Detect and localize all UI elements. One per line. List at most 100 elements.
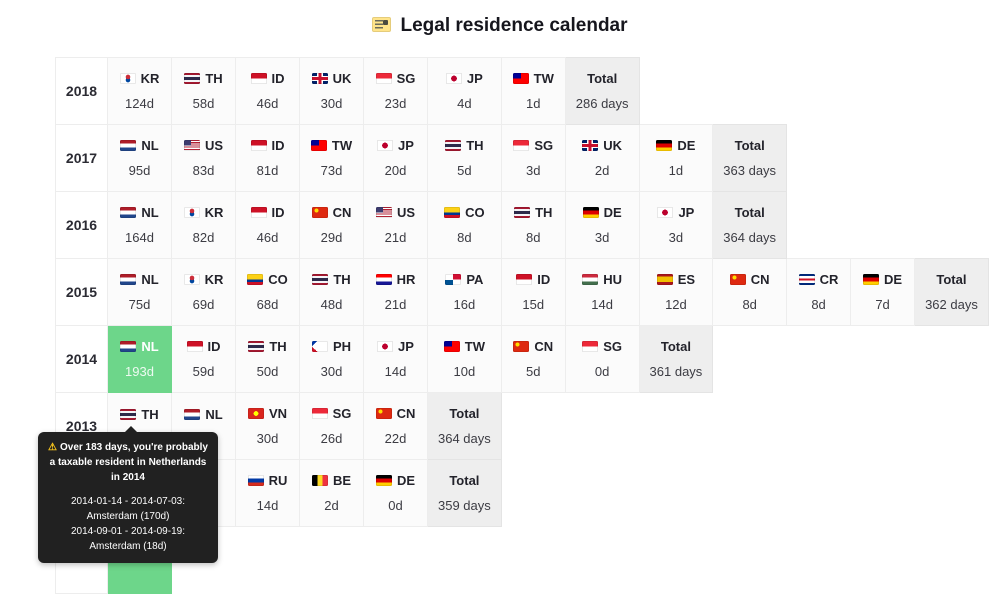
country-cell-uk[interactable]: UK 30d — [299, 57, 364, 125]
country-cell-id[interactable]: ID 46d — [235, 57, 300, 125]
country-cell-cn[interactable]: CN 5d — [500, 325, 566, 393]
country-days: 8d — [526, 230, 541, 245]
country-cell-vn[interactable]: VN 30d — [235, 392, 300, 460]
country-code: NL — [141, 272, 159, 287]
country-cell-co[interactable]: CO 68d — [235, 258, 300, 326]
country-cell-de[interactable]: DE 7d — [850, 258, 916, 326]
country-cell-us[interactable]: US 21d — [363, 191, 428, 259]
country-cell-cn[interactable]: CN 8d — [712, 258, 788, 326]
country-days: 14d — [384, 364, 407, 379]
flag-ph-icon — [311, 341, 328, 352]
country-cell-sg[interactable]: SG 3d — [500, 124, 566, 192]
country-cell-th[interactable]: TH 5d — [427, 124, 502, 192]
country-code: PH — [332, 339, 352, 354]
country-cell-sg[interactable]: SG 23d — [363, 57, 428, 125]
country-code-line: ID — [244, 71, 291, 86]
country-cell-jp[interactable]: JP 3d — [638, 191, 714, 259]
country-cell-cn[interactable]: CN 29d — [299, 191, 364, 259]
country-cell-ru[interactable]: RU 14d — [235, 459, 300, 527]
flag-id-icon — [250, 140, 267, 151]
country-cell-sg[interactable]: SG 0d — [564, 325, 640, 393]
table-row: 2015 NL 75d KR 69d CO 68d TH 48d HR 21d PA 16d ID 15d H… — [55, 258, 989, 326]
country-cell-be[interactable]: BE 2d — [299, 459, 364, 527]
country-cell-tw[interactable]: TW 73d — [299, 124, 364, 192]
country-cell-sg[interactable]: SG 26d — [299, 392, 364, 460]
table-row: 2014 NL 193d ID 59d TH 50d PH 30d JP 14d TW 10d CN 5d S… — [55, 325, 989, 393]
country-cell-cr[interactable]: CR 8d — [786, 258, 852, 326]
flag-co-icon — [444, 207, 461, 218]
country-cell-id[interactable]: ID 46d — [235, 191, 300, 259]
country-code-line: BE — [308, 473, 355, 488]
flag-th-icon — [312, 274, 329, 285]
flag-jp-icon — [377, 341, 394, 352]
country-cell-pa[interactable]: PA 16d — [427, 258, 502, 326]
country-cell-kr[interactable]: KR 82d — [171, 191, 236, 259]
country-code: ES — [677, 272, 696, 287]
flag-kr-icon — [119, 73, 136, 84]
country-cell-id[interactable]: ID 59d — [171, 325, 236, 393]
country-cell-tw[interactable]: TW 10d — [427, 325, 502, 393]
country-cell-jp[interactable]: JP 4d — [427, 57, 502, 125]
country-cell-id[interactable]: ID 15d — [500, 258, 566, 326]
country-cell-kr[interactable]: KR 69d — [171, 258, 236, 326]
country-cell-nl[interactable]: NL 95d — [107, 124, 172, 192]
flag-id-icon — [250, 207, 267, 218]
country-cell-de[interactable]: DE 0d — [363, 459, 428, 527]
country-cell-th[interactable]: TH 58d — [171, 57, 236, 125]
country-cell-tw[interactable]: TW 1d — [500, 57, 566, 125]
country-cell-ph[interactable]: PH 30d — [299, 325, 364, 393]
country-code: HR — [396, 272, 416, 287]
country-cell-hr[interactable]: HR 21d — [363, 258, 428, 326]
country-cell-id[interactable]: ID 81d — [235, 124, 300, 192]
country-code: DE — [884, 272, 903, 287]
country-code: PA — [466, 272, 484, 287]
country-cell-de[interactable]: DE 1d — [638, 124, 714, 192]
country-cell-jp[interactable]: JP 20d — [363, 124, 428, 192]
country-days: 10d — [453, 364, 476, 379]
country-code-line: SG — [308, 406, 355, 421]
country-cell-th[interactable]: TH 8d — [500, 191, 566, 259]
country-code: US — [396, 205, 416, 220]
country-code: TH — [269, 339, 287, 354]
country-days — [116, 565, 163, 578]
country-cell-co[interactable]: CO 8d — [427, 191, 502, 259]
country-cell-hu[interactable]: HU 14d — [564, 258, 640, 326]
country-code: CN — [534, 339, 554, 354]
country-code: TH — [535, 205, 553, 220]
total-days: 362 days — [925, 297, 978, 312]
country-cell-es[interactable]: ES 12d — [638, 258, 714, 326]
country-days: 3d — [526, 163, 541, 178]
country-code: TH — [466, 138, 484, 153]
country-code: NL — [141, 339, 159, 354]
residence-table-body: 2018 KR 124d TH 58d ID 46d UK 30d SG 23d JP 4d TW 1d To… — [55, 57, 989, 594]
country-cell-jp[interactable]: JP 14d — [363, 325, 428, 393]
flag-ru-icon — [247, 475, 264, 486]
country-cell-nl[interactable]: NL 164d — [107, 191, 172, 259]
flag-id-icon — [186, 341, 203, 352]
country-cell-uk[interactable]: UK 2d — [564, 124, 640, 192]
country-code: SG — [603, 339, 623, 354]
country-code-line: HU — [574, 272, 631, 287]
country-code: SG — [396, 71, 416, 86]
country-days: 8d — [811, 297, 826, 312]
country-days: 193d — [125, 364, 154, 379]
country-cell-th[interactable]: TH 50d — [235, 325, 300, 393]
flag-hu-icon — [582, 274, 599, 285]
country-code: SG — [332, 406, 352, 421]
country-cell-nl[interactable]: NL 75d — [107, 258, 172, 326]
country-cell-de[interactable]: DE 3d — [564, 191, 640, 259]
page-title: Legal residence calendar — [400, 15, 628, 36]
total-days: 359 days — [438, 498, 491, 513]
country-cell-th[interactable]: TH 48d — [299, 258, 364, 326]
country-code: US — [204, 138, 224, 153]
country-cell-cn[interactable]: CN 22d — [363, 392, 428, 460]
flag-de-icon — [863, 274, 880, 285]
country-cell-us[interactable]: US 83d — [171, 124, 236, 192]
country-cell-nl[interactable]: NL 193d — [107, 325, 172, 393]
country-cell-kr[interactable]: KR 124d — [107, 57, 172, 125]
country-code: VN — [268, 406, 288, 421]
flag-us-icon — [375, 207, 392, 218]
country-code: DE — [677, 138, 696, 153]
country-days: 26d — [320, 431, 343, 446]
country-days: 48d — [320, 297, 343, 312]
